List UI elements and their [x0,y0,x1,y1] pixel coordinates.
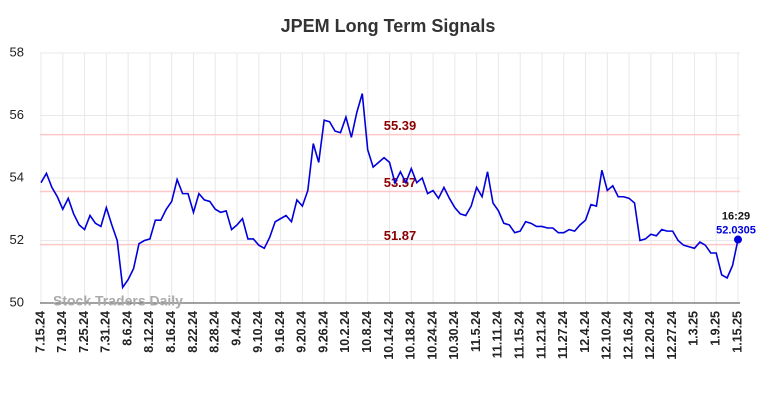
y-tick-label: 54 [10,169,24,184]
x-tick-label: 10.24.24 [425,311,439,360]
last-point [734,235,742,244]
x-tick-label: 9.4.24 [229,311,243,346]
y-tick-label: 58 [10,44,24,59]
signal-label: 51.87 [384,228,417,243]
y-tick-label: 50 [10,294,24,309]
x-tick-label: 9.20.24 [295,311,309,353]
x-tick-label: 9.26.24 [316,311,330,353]
x-tick-label: 10.2.24 [338,311,352,353]
x-tick-label: 11.11.24 [491,311,505,358]
y-tick-label: 56 [10,107,24,122]
x-tick-label: 7.19.24 [55,311,69,353]
signal-label: 53.57 [384,175,417,190]
x-tick-label: 11.5.24 [469,311,483,352]
price-line [40,93,739,290]
x-tick-label: 12.27.24 [665,311,679,360]
last-value: 52.0305 [716,224,756,236]
x-tick-label: 7.31.24 [99,311,113,353]
x-tick-label: 8.22.24 [186,311,200,353]
x-tick-label: 8.6.24 [120,311,134,346]
x-tick-label: 12.16.24 [621,311,635,360]
x-tick-label: 10.8.24 [360,311,374,353]
x-tick-label: 11.15.24 [512,311,526,359]
x-tick-label: 12.4.24 [578,311,592,353]
x-tick-label: 10.30.24 [447,311,461,360]
chart-title: JPEM Long Term Signals [281,16,496,36]
last-time: 16:29 [722,210,750,222]
x-tick-label: 7.25.24 [77,311,91,353]
x-tick-label: 7.15.24 [33,311,47,353]
x-tick-label: 10.14.24 [382,311,396,360]
signal-label: 55.39 [384,118,417,133]
x-tick-label: 8.28.24 [208,311,222,353]
x-tick-label: 9.10.24 [251,311,265,353]
x-tick-label: 8.12.24 [142,311,156,353]
x-tick-label: 9.16.24 [273,311,287,353]
x-tick-label: 1.15.25 [730,311,744,353]
y-tick-label: 52 [10,232,24,247]
x-tick-label: 12.10.24 [600,311,614,360]
x-tick-label: 1.9.25 [709,311,723,346]
x-tick-label: 12.20.24 [643,311,657,360]
x-tick-label: 11.27.24 [556,311,570,359]
x-tick-label: 10.18.24 [404,311,418,360]
watermark: Stock Traders Daily [53,293,183,309]
x-tick-label: 1.3.25 [687,311,701,346]
x-tick-label: 8.16.24 [164,311,178,353]
x-tick-label: 11.21.24 [534,311,548,359]
